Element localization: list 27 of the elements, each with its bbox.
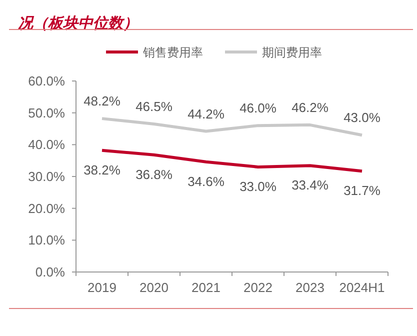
y-tick-label: 60.0%: [28, 74, 66, 88]
x-tick-label: 2021: [192, 280, 220, 295]
data-label: 33.4%: [292, 178, 329, 193]
data-label: 46.5%: [136, 98, 173, 114]
y-tick-label: 20.0%: [28, 200, 66, 216]
x-tick-label: 2020: [140, 280, 168, 295]
data-label: 33.0%: [240, 178, 277, 194]
y-tick-label: 30.0%: [28, 169, 66, 184]
data-label: 31.7%: [344, 183, 381, 198]
x-tick-label: 2024H1: [339, 280, 385, 295]
x-tick-label: 2023: [296, 280, 324, 295]
data-label: 46.2%: [292, 100, 329, 115]
legend-label: 期间费用率: [262, 46, 322, 60]
y-tick-label: 40.0%: [28, 137, 66, 152]
data-label: 34.6%: [188, 174, 225, 189]
y-tick-label: 0.0%: [35, 264, 66, 280]
data-label: 44.2%: [188, 106, 225, 122]
data-label: 38.2%: [84, 162, 121, 178]
data-label: 46.0%: [240, 100, 277, 116]
data-label: 43.0%: [344, 110, 381, 126]
x-tick-label: 2022: [244, 280, 272, 295]
data-label: 36.8%: [136, 166, 173, 182]
data-label: 48.2%: [84, 94, 121, 109]
y-tick-label: 10.0%: [28, 232, 66, 248]
legend-label: 销售费用率: [142, 46, 203, 60]
y-tick-label: 50.0%: [28, 105, 66, 120]
x-tick-label: 2019: [88, 280, 116, 295]
